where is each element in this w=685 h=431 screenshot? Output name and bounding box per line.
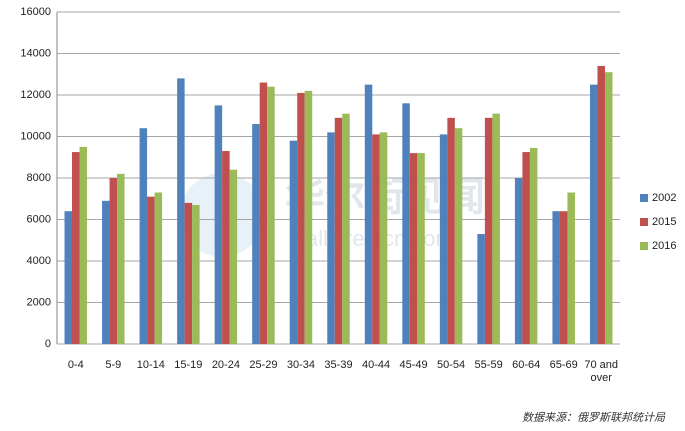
bar <box>477 234 485 344</box>
bar <box>304 90 313 344</box>
x-tick-label: 40-44 <box>361 359 391 371</box>
bar <box>229 169 238 344</box>
y-tick-label: 12000 <box>20 89 51 101</box>
x-tick-label: 25-29 <box>249 359 278 371</box>
bar <box>454 128 463 344</box>
y-tick-label: 8000 <box>27 172 51 184</box>
y-tick-label: 16000 <box>20 6 51 18</box>
bar <box>559 211 568 344</box>
bar <box>192 204 200 344</box>
y-tick-label: 0 <box>45 338 51 350</box>
bar <box>514 178 523 344</box>
bar <box>334 117 343 344</box>
legend-swatch <box>640 194 648 202</box>
bar <box>177 78 185 345</box>
bar <box>604 72 613 345</box>
bar <box>154 192 163 344</box>
source: 数据来源：俄罗斯联邦统计局 <box>522 411 666 424</box>
x-tick-label: 45-49 <box>399 359 428 371</box>
legend-label: 2002 <box>652 192 676 204</box>
bar <box>409 153 418 344</box>
bar <box>402 103 410 344</box>
bar <box>267 86 275 344</box>
bar <box>64 211 73 344</box>
x-tick-label: 60-64 <box>512 359 541 371</box>
y-tick-label: 4000 <box>27 255 51 267</box>
bar <box>484 117 493 344</box>
bar <box>184 202 193 344</box>
bar <box>252 124 260 344</box>
bar <box>597 65 605 344</box>
bar <box>522 152 530 344</box>
y-tick-label: 10000 <box>20 130 51 142</box>
x-tick-label: 65-69 <box>549 359 578 371</box>
bar <box>139 128 148 344</box>
bar <box>259 82 268 345</box>
bar <box>297 92 305 344</box>
bar <box>492 113 500 344</box>
x-tick-label: 20-24 <box>211 359 240 371</box>
bar <box>529 147 538 344</box>
x-tick-label: 55-59 <box>474 359 503 371</box>
bar <box>147 196 155 344</box>
bar <box>289 140 298 344</box>
x-tick-label: 10-14 <box>136 359 165 371</box>
bar <box>102 200 110 344</box>
bar <box>372 134 380 344</box>
bar <box>439 134 448 344</box>
x-tick-label: 50-54 <box>437 359 466 371</box>
bar <box>109 178 118 344</box>
legend-label: 2015 <box>652 216 676 228</box>
bar <box>417 153 425 344</box>
bar <box>214 105 223 344</box>
bar <box>552 211 560 344</box>
x-tick-label: 35-39 <box>324 359 353 371</box>
bar <box>589 84 598 344</box>
bar <box>72 152 80 344</box>
legend-label: 2016 <box>652 240 676 252</box>
bar <box>79 146 88 344</box>
legend-swatch <box>640 218 648 226</box>
y-tick-label: 2000 <box>27 296 51 308</box>
y-tick-label: 14000 <box>20 47 51 59</box>
bar <box>379 132 388 344</box>
bar <box>364 84 373 344</box>
bar <box>447 117 455 344</box>
x-tick-label: 0-4 <box>67 359 84 371</box>
bar <box>567 192 575 344</box>
x-tick-label: 30-34 <box>286 359 316 371</box>
bar <box>222 151 230 344</box>
bar <box>327 132 335 344</box>
x-tick-label: 5-9 <box>105 359 122 371</box>
bar <box>117 173 125 344</box>
legend-swatch <box>640 242 648 250</box>
y-tick-label: 6000 <box>27 213 51 225</box>
bar <box>342 113 350 344</box>
x-tick-label: 15-19 <box>174 359 203 371</box>
x-tick-label: 70 and over <box>584 359 619 384</box>
